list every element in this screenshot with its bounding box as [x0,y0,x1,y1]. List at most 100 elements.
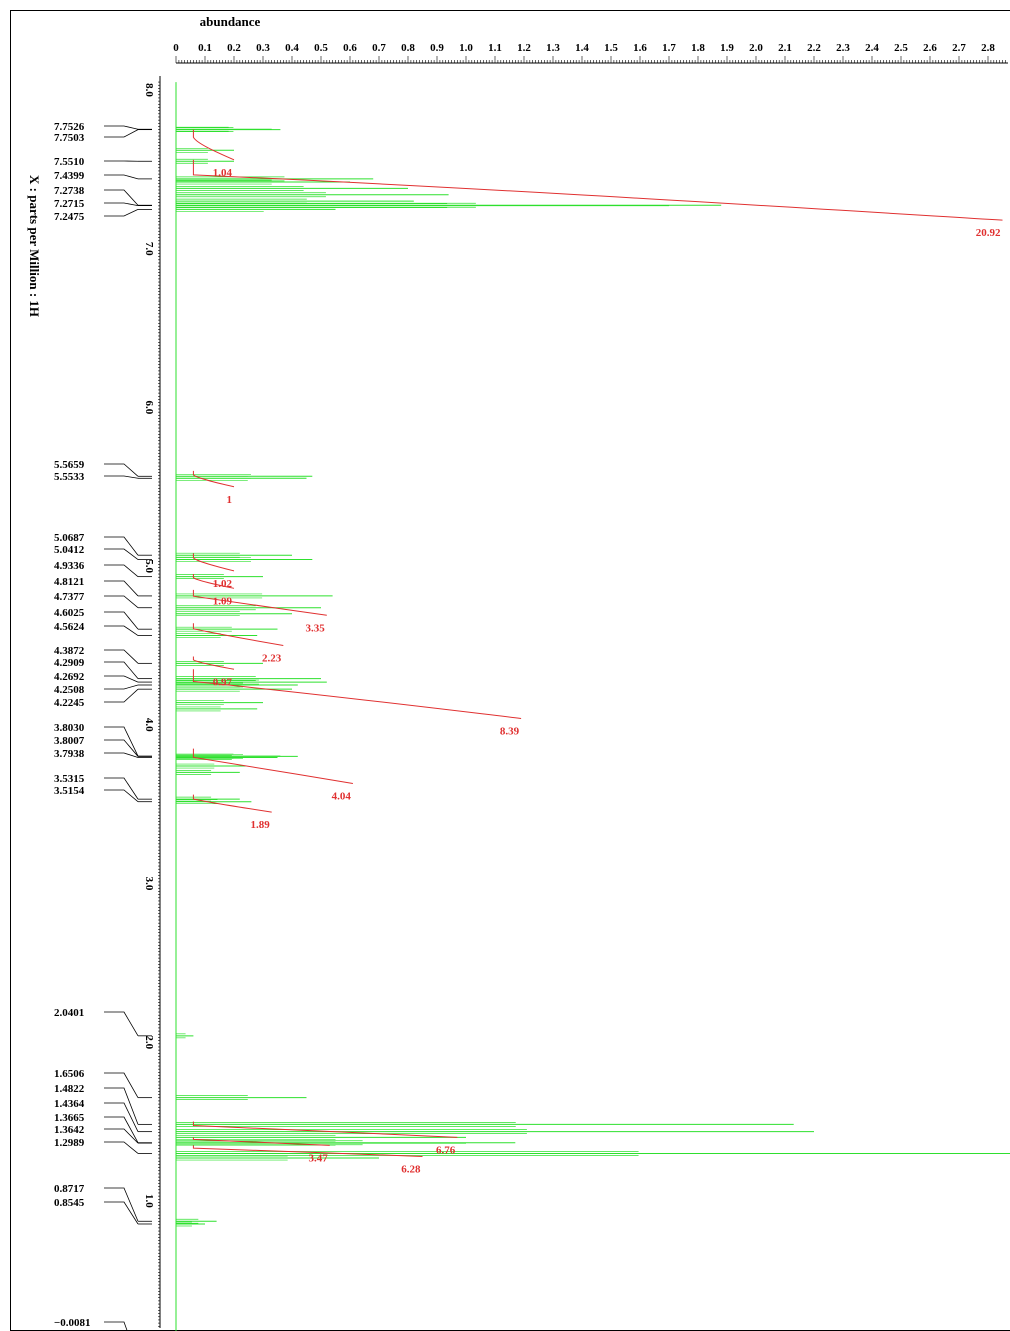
abundance-tick-label: 0.4 [285,42,299,54]
peak-connector [104,675,139,683]
integral-label: 6.28 [401,1163,421,1175]
peak-connector [104,625,139,636]
abundance-tick-label: 0.5 [314,42,328,54]
ppm-axis: 8.07.06.05.04.03.02.01.00 [143,76,161,1328]
y-axis-label: X : parts per Million : 1H [27,175,42,317]
peak-connector [104,595,139,609]
peak-label: 3.5315 [54,773,85,785]
integral-curve [192,574,235,589]
abundance-tick-label: 1.5 [604,42,618,54]
peak-connector [104,129,139,138]
ppm-tick-label: 4.0 [143,718,155,732]
peak-connector [104,189,139,206]
abundance-tick-label: 2.7 [952,42,966,54]
peak-connector [104,739,139,757]
integral-label: 3.47 [308,1152,328,1164]
peak-label: 4.2692 [54,671,85,683]
peak-connector [104,536,139,556]
peak-label: 3.7938 [54,748,85,760]
abundance-tick-label: 2.0 [749,42,763,54]
abundance-tick-label: 2.3 [836,42,850,54]
integral-label: 1.89 [250,819,270,831]
peak-label: 1.6506 [54,1068,85,1080]
abundance-tick-label: 1.3 [546,42,560,54]
abundance-tick-label: 0.2 [227,42,241,54]
integral-curve [192,794,272,813]
peak-connector [104,125,139,130]
peak-label: 3.5154 [54,785,85,797]
integral-curve [192,623,284,646]
integral-curve [192,1137,330,1146]
integral-curve [192,1121,458,1138]
ppm-tick-label: 6.0 [143,401,155,415]
peak-label: 3.8030 [54,722,85,734]
abundance-tick-label: 0.6 [343,42,357,54]
abundance-tick-label: 2.5 [894,42,908,54]
peak-connector [104,209,139,217]
abundance-tick-label: 2.6 [923,42,937,54]
abundance-tick-label: 1.8 [691,42,705,54]
abundance-tick-label: 0.1 [198,42,212,54]
peak-connector [104,548,139,560]
peak-label: −0.0081 [54,1317,91,1329]
abundance-tick-label: 0.3 [256,42,270,54]
abundance-tick-label: 2.2 [807,42,821,54]
abundance-tick-label: 1.7 [662,42,676,54]
peak-label: 1.4364 [54,1098,85,1110]
ppm-tick-label: 1.0 [143,1194,155,1208]
abundance-tick-label: 2.4 [865,42,879,54]
peak-label: 5.0687 [54,532,85,544]
ppm-tick-label: 7.0 [143,242,155,256]
peak-label: 4.3872 [54,645,85,657]
peak-label: 5.0412 [54,544,85,556]
peak-connector [104,661,139,679]
peak-connector [104,1116,139,1143]
peak-label: 2.0401 [54,1007,84,1019]
ppm-tick-label: 2.0 [143,1035,155,1049]
integral-curve [192,159,1003,221]
abundance-tick-label: 1.0 [459,42,473,54]
peak-label: 7.5510 [54,156,85,168]
peak-connector [104,1187,139,1222]
integral-curves: 1.0420.9211.021.093.352.230.978.394.041.… [192,129,1003,1175]
peak-connector [104,1072,139,1098]
peak-label: 0.8717 [54,1183,85,1195]
ppm-tick-label: 8.0 [143,83,155,97]
integral-label: 20.92 [976,227,1001,239]
peak-label: 4.5624 [54,621,85,633]
peak-label: 7.2738 [54,185,85,197]
integral-curve [192,589,327,616]
integral-curve [192,748,353,785]
peak-connector [104,1321,128,1331]
abundance-tick-label: 0.7 [372,42,386,54]
abundance-axis: 0 0.1 0.2 0.3 0.4 0.5 0.6 0.7 0.8 0.9 1.0 1.1 1.2 1.3… [173,42,1008,64]
peak-label: 1.2989 [54,1137,85,1149]
peak-connector [104,463,139,477]
peak-connector [104,777,139,800]
integral-label: 6.76 [436,1144,456,1156]
peak-label: 5.5533 [54,471,85,483]
peak-connector [104,752,139,758]
peak-label: 4.8121 [54,576,84,588]
peak-label: 1.3642 [54,1124,85,1136]
peak-connector [104,1102,139,1132]
peak-connector [104,789,139,803]
integral-curve [192,129,235,161]
abundance-tick-label: 1.6 [633,42,647,54]
peak-label: 4.2508 [54,684,85,696]
integral-label: 4.04 [332,791,352,803]
peak-connector [104,202,139,207]
peak-connector [104,1128,139,1144]
abundance-tick-label: 2.1 [778,42,792,54]
peak-label: 7.7503 [54,132,85,144]
peak-connector [104,564,139,577]
abundance-tick-label: 0.9 [430,42,444,54]
integral-label: 1.09 [213,595,233,607]
integral-curve [192,470,235,488]
abundance-tick-label: 0.8 [401,42,415,54]
peak-connector [104,684,139,690]
abundance-tick-label: 1.9 [720,42,734,54]
peak-connector [104,1141,139,1154]
